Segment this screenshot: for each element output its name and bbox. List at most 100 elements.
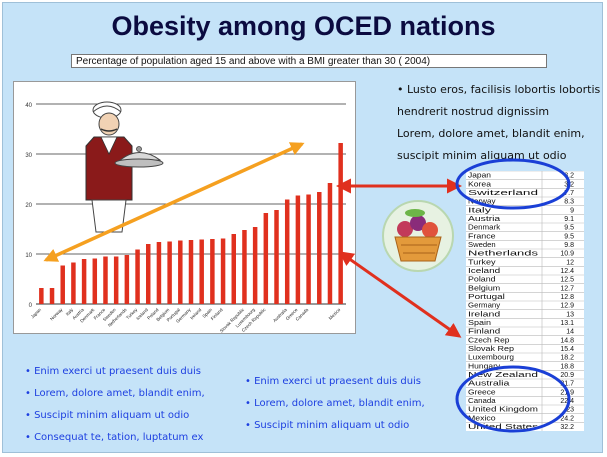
bar — [306, 194, 311, 304]
top-bullet-line: Lorem, dolore amet, blandit enim, — [397, 127, 585, 140]
bar — [135, 249, 140, 304]
table-country-cell: New Zealand — [468, 372, 538, 379]
top-bullet-line: hendrerit nostrud dignissim — [397, 105, 550, 118]
table-value-cell: 14 — [566, 329, 574, 336]
slide: Obesity among OCED nations Percentage of… — [2, 2, 603, 453]
bullet-item: • Lorem, dolore amet, blandit enim, — [25, 388, 205, 399]
table-country-cell: Germany — [468, 303, 501, 310]
bar — [178, 240, 183, 304]
table-country-cell: Czech Rep — [468, 337, 510, 344]
table-country-cell: Canada — [468, 398, 496, 405]
table-country-cell: Ireland — [468, 311, 500, 318]
table-value-cell: 13.1 — [560, 320, 574, 327]
table-country-cell: United States — [468, 424, 539, 431]
y-tick-label: 0 — [29, 303, 33, 309]
table-value-cell: 13 — [566, 311, 574, 318]
bar — [231, 234, 237, 304]
y-tick-label: 10 — [25, 253, 32, 259]
table-value-cell: 12.4 — [560, 268, 574, 275]
table-country-cell: Netherlands — [468, 251, 539, 258]
table-value-cell: 7.7 — [564, 190, 574, 197]
table-value-cell: 23 — [566, 407, 574, 414]
bar — [327, 183, 333, 304]
bullet-item: • Enim exerci ut praesent duis duis — [245, 376, 422, 387]
top-bullet-line: • Lusto eros, facilisis lobortis loborti… — [397, 83, 601, 96]
table-country-cell: Belgium — [468, 285, 500, 292]
bar — [167, 241, 172, 304]
table-country-cell: Korea — [468, 181, 491, 188]
top-bullet-text: • Lusto eros, facilisis lobortis loborti… — [397, 79, 602, 167]
trend-arrow — [43, 142, 305, 262]
table-country-cell: Greece — [468, 389, 496, 396]
table-country-cell: Spain — [468, 320, 491, 327]
bullet-item: • Lorem, dolore amet, blandit enim, — [245, 398, 425, 409]
table-value-cell: 3.2 — [564, 173, 574, 180]
x-tick-label: Mexico — [328, 307, 342, 321]
y-tick-label: 20 — [25, 203, 32, 209]
bar — [103, 256, 108, 304]
table-value-cell: 9.5 — [564, 225, 574, 232]
bar — [49, 288, 55, 304]
table-value-cell: 3.2 — [564, 181, 574, 188]
bar — [145, 244, 151, 304]
x-tick-label: Norway — [49, 307, 64, 322]
table-country-cell: United Kingdom — [468, 407, 538, 414]
bar — [295, 195, 301, 304]
bar — [81, 259, 87, 304]
table-value-cell: 15.4 — [560, 346, 574, 353]
bar — [156, 242, 162, 304]
y-tick-label: 30 — [25, 153, 32, 159]
table-country-cell: Portugal — [468, 294, 505, 301]
bullet-item: • Enim exerci ut praesent duis duis — [25, 366, 202, 377]
table-country-cell: Mexico — [468, 415, 496, 422]
bar — [199, 239, 204, 304]
bar — [92, 258, 98, 304]
bar — [220, 238, 226, 304]
chart-subtitle: Percentage of population aged 15 and abo… — [71, 54, 547, 68]
table-value-cell: 20.9 — [560, 372, 574, 379]
table-country-cell: Finland — [468, 329, 500, 336]
table-value-cell: 10.9 — [560, 251, 574, 258]
table-country-cell: Norway — [468, 199, 496, 206]
fruit-basket-icon — [382, 200, 454, 272]
bar — [263, 213, 269, 304]
bar — [210, 239, 215, 304]
x-tick-label: Finland — [210, 307, 224, 321]
table-country-cell: Turkey — [468, 259, 496, 266]
bar — [188, 240, 194, 304]
bullet-item: • Consequat te, tation, luptatum ex — [25, 432, 204, 443]
table-value-cell: 22.4 — [560, 398, 574, 405]
bar — [124, 255, 130, 304]
table-country-cell: Australia — [468, 381, 510, 388]
table-value-cell: 21.9 — [560, 389, 574, 396]
y-tick-label: 40 — [25, 103, 32, 109]
bar — [252, 227, 258, 304]
table-value-cell: 12 — [566, 259, 574, 266]
bottom-left-bullets: • Enim exerci ut praesent duis duis • Lo… — [25, 361, 205, 449]
table-country-cell: Luxembourg — [468, 355, 514, 362]
table-country-cell: Poland — [468, 277, 496, 284]
bar — [274, 210, 279, 304]
bar — [284, 199, 290, 304]
table-country-cell: Switzerland — [468, 190, 538, 197]
page-title: Obesity among OCED nations — [111, 11, 496, 41]
bottom-middle-bullets: • Enim exerci ut praesent duis duis • Lo… — [245, 371, 425, 437]
data-table: Japan 3.2 Korea 3.2 Switzerland 7.7 Norway 8.3 I… — [466, 171, 584, 431]
bar — [113, 256, 119, 304]
table-value-cell: 18.8 — [560, 363, 574, 370]
table-value-cell: 12.7 — [560, 285, 574, 292]
table-value-cell: 24.2 — [560, 415, 574, 422]
table-country-cell: Italy — [468, 207, 492, 214]
x-tick-label: Australia — [272, 307, 288, 323]
table-value-cell: 9.1 — [564, 216, 574, 223]
table-country-cell: Denmark — [468, 225, 501, 232]
x-tick-label: Italy — [65, 307, 75, 317]
bar — [60, 265, 65, 304]
bar — [71, 262, 76, 304]
table-value-cell: 9.5 — [564, 233, 574, 240]
table-value-cell: 14.8 — [560, 337, 574, 344]
table-value-cell: 12.9 — [560, 303, 574, 310]
bullet-item: • Suscipit minim aliquam ut odio — [245, 420, 410, 431]
table-country-cell: Austria — [468, 216, 500, 223]
